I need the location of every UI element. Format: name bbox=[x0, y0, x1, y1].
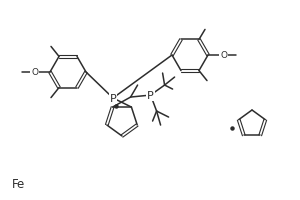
Text: O: O bbox=[220, 51, 227, 60]
Text: O: O bbox=[31, 68, 38, 77]
Text: P: P bbox=[110, 94, 116, 103]
Text: Fe: Fe bbox=[12, 178, 25, 191]
Text: P: P bbox=[147, 91, 154, 101]
